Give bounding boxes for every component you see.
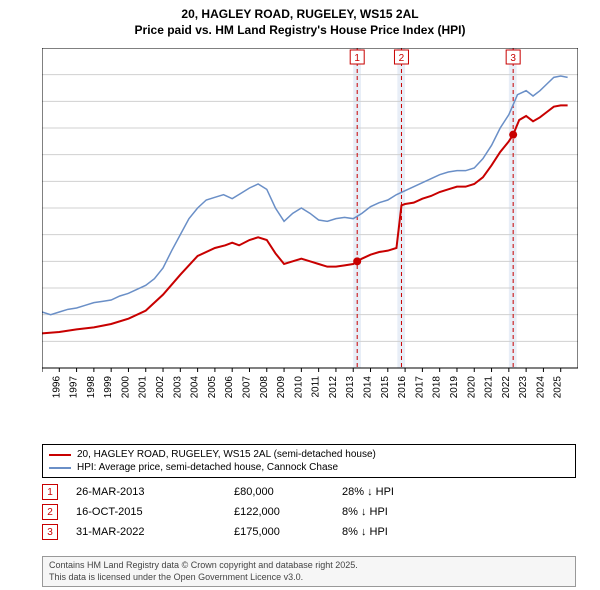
legend-item: HPI: Average price, semi-detached house,…: [49, 461, 569, 474]
svg-text:2012: 2012: [328, 376, 339, 399]
svg-text:2010: 2010: [293, 376, 304, 399]
svg-text:2014: 2014: [363, 376, 374, 399]
title-line1: 20, HAGLEY ROAD, RUGELEY, WS15 2AL: [0, 6, 600, 22]
svg-text:2020: 2020: [466, 376, 477, 399]
svg-text:1: 1: [354, 53, 360, 64]
event-price: £80,000: [234, 486, 324, 498]
legend-swatch: [49, 454, 71, 456]
svg-text:2025: 2025: [553, 376, 564, 399]
svg-text:2022: 2022: [501, 376, 512, 399]
svg-text:2: 2: [399, 53, 405, 64]
footer-line1: Contains HM Land Registry data © Crown c…: [49, 560, 569, 572]
svg-text:1995: 1995: [42, 376, 45, 399]
svg-text:2003: 2003: [172, 376, 183, 399]
legend-swatch: [49, 467, 71, 469]
svg-text:1996: 1996: [51, 376, 62, 399]
event-date: 16-OCT-2015: [76, 506, 216, 518]
event-row: 2 16-OCT-2015 £122,000 8% ↓ HPI: [42, 504, 576, 520]
svg-text:2021: 2021: [484, 376, 495, 399]
legend-label: HPI: Average price, semi-detached house,…: [77, 461, 338, 474]
event-diff: 28% ↓ HPI: [342, 486, 394, 498]
chart-title: 20, HAGLEY ROAD, RUGELEY, WS15 2AL Price…: [0, 0, 600, 38]
event-badge: 2: [42, 504, 58, 520]
event-row: 3 31-MAR-2022 £175,000 8% ↓ HPI: [42, 524, 576, 540]
event-price: £122,000: [234, 506, 324, 518]
event-list: 1 26-MAR-2013 £80,000 28% ↓ HPI 2 16-OCT-2015…: [42, 484, 576, 544]
event-date: 26-MAR-2013: [76, 486, 216, 498]
svg-text:2024: 2024: [535, 376, 546, 399]
svg-text:2018: 2018: [432, 376, 443, 399]
svg-text:2008: 2008: [259, 376, 270, 399]
svg-text:2000: 2000: [120, 376, 131, 399]
event-badge: 1: [42, 484, 58, 500]
event-date: 31-MAR-2022: [76, 526, 216, 538]
svg-text:2009: 2009: [276, 376, 287, 399]
svg-text:2006: 2006: [224, 376, 235, 399]
svg-text:2016: 2016: [397, 376, 408, 399]
title-line2: Price paid vs. HM Land Registry's House …: [0, 22, 600, 38]
event-badge: 3: [42, 524, 58, 540]
legend-item: 20, HAGLEY ROAD, RUGELEY, WS15 2AL (semi…: [49, 448, 569, 461]
event-row: 1 26-MAR-2013 £80,000 28% ↓ HPI: [42, 484, 576, 500]
svg-text:1997: 1997: [69, 376, 80, 399]
attribution-footer: Contains HM Land Registry data © Crown c…: [42, 556, 576, 587]
svg-text:2007: 2007: [241, 376, 252, 399]
svg-text:3: 3: [510, 53, 516, 64]
svg-text:2004: 2004: [190, 376, 201, 399]
legend: 20, HAGLEY ROAD, RUGELEY, WS15 2AL (semi…: [42, 444, 576, 478]
event-diff: 8% ↓ HPI: [342, 526, 388, 538]
svg-text:2013: 2013: [345, 376, 356, 399]
svg-text:1999: 1999: [103, 376, 114, 399]
chart-container: { "title": { "line1": "20, HAGLEY ROAD, …: [0, 0, 600, 590]
svg-text:2015: 2015: [380, 376, 391, 399]
chart-plot: £0£20K£40K£60K£80K£100K£120K£140K£160K£1…: [42, 48, 578, 418]
svg-text:2017: 2017: [414, 376, 425, 399]
svg-text:2011: 2011: [311, 376, 322, 398]
svg-text:1998: 1998: [86, 376, 97, 399]
svg-text:2023: 2023: [518, 376, 529, 399]
svg-text:2019: 2019: [449, 376, 460, 399]
footer-line2: This data is licensed under the Open Gov…: [49, 572, 569, 584]
svg-text:2005: 2005: [207, 376, 218, 399]
legend-label: 20, HAGLEY ROAD, RUGELEY, WS15 2AL (semi…: [77, 448, 376, 461]
event-diff: 8% ↓ HPI: [342, 506, 388, 518]
svg-text:2002: 2002: [155, 376, 166, 399]
svg-text:2001: 2001: [138, 376, 149, 399]
event-price: £175,000: [234, 526, 324, 538]
